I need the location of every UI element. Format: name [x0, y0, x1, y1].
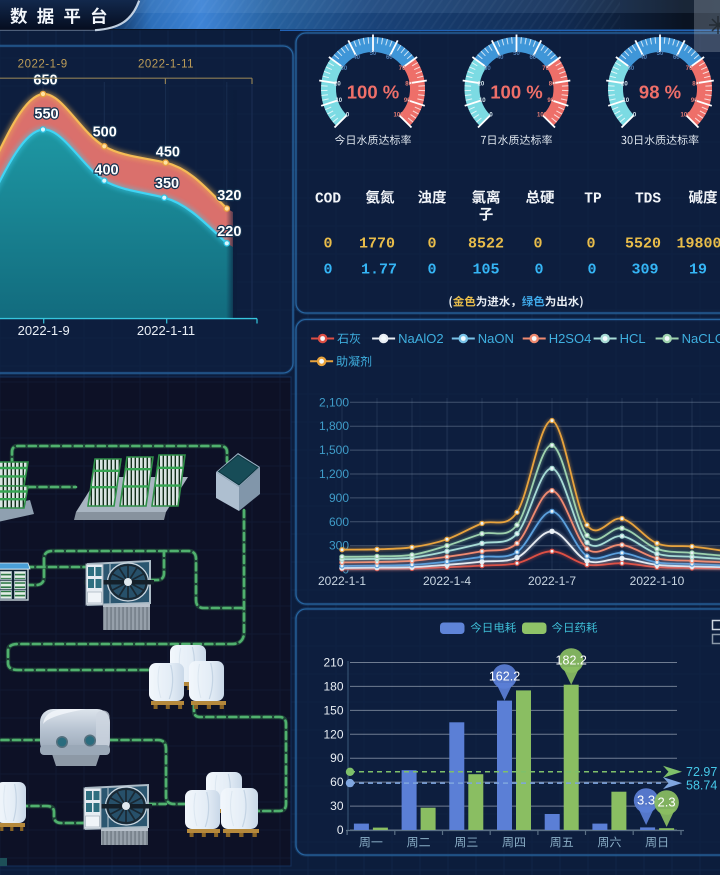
- svg-text:0: 0: [489, 113, 493, 119]
- svg-text:2022-1-10: 2022-1-10: [630, 574, 685, 588]
- svg-text:100 %: 100 %: [347, 82, 399, 103]
- svg-text:450: 450: [156, 145, 180, 161]
- svg-text:150: 150: [323, 703, 343, 717]
- svg-text:180: 180: [323, 679, 343, 693]
- svg-text:0: 0: [533, 236, 542, 253]
- svg-text:2,100: 2,100: [319, 395, 349, 409]
- svg-text:10: 10: [479, 98, 486, 104]
- svg-text:60: 60: [673, 55, 680, 61]
- svg-text:600: 600: [329, 515, 349, 529]
- svg-text:70: 70: [686, 66, 693, 72]
- svg-text:0: 0: [427, 262, 436, 279]
- svg-text:20: 20: [334, 82, 341, 88]
- svg-text:30: 30: [484, 66, 491, 72]
- svg-text:120: 120: [323, 727, 343, 741]
- svg-text:1770: 1770: [359, 236, 395, 253]
- svg-text:0: 0: [633, 113, 637, 119]
- svg-text:0: 0: [534, 262, 543, 279]
- svg-text:50: 50: [513, 51, 520, 57]
- svg-text:98 %: 98 %: [639, 82, 681, 103]
- svg-text:60: 60: [529, 55, 536, 61]
- svg-text:COD: COD: [315, 191, 341, 207]
- svg-text:550: 550: [34, 107, 58, 123]
- svg-text:HCL: HCL: [620, 331, 646, 346]
- svg-text:105: 105: [472, 262, 499, 279]
- svg-text:60: 60: [386, 55, 393, 61]
- svg-text:19: 19: [689, 262, 707, 279]
- svg-text:20: 20: [621, 82, 628, 88]
- svg-text:2022-1-11: 2022-1-11: [137, 323, 195, 338]
- svg-text:30: 30: [341, 66, 348, 72]
- svg-text:40: 40: [353, 55, 360, 61]
- svg-text:182.2: 182.2: [556, 653, 587, 667]
- svg-text:8522: 8522: [468, 236, 504, 253]
- svg-text:900: 900: [329, 491, 349, 505]
- svg-text:60: 60: [330, 775, 344, 789]
- svg-text:3.3: 3.3: [637, 792, 655, 807]
- svg-text:1.77: 1.77: [361, 262, 397, 279]
- svg-text:100: 100: [680, 113, 691, 119]
- svg-text:H2SO4: H2SO4: [549, 331, 592, 346]
- svg-text:2022-1-11: 2022-1-11: [138, 59, 194, 71]
- svg-text:220: 220: [217, 224, 241, 240]
- svg-text:80: 80: [405, 82, 412, 88]
- svg-text:40: 40: [497, 55, 504, 61]
- svg-text:10: 10: [335, 98, 342, 104]
- svg-text:90: 90: [547, 98, 554, 104]
- svg-text:NaON: NaON: [478, 331, 514, 346]
- svg-text:2.3: 2.3: [658, 794, 676, 809]
- svg-text:0: 0: [323, 262, 332, 279]
- svg-text:0: 0: [586, 236, 595, 253]
- svg-text:40: 40: [640, 55, 647, 61]
- svg-text:90: 90: [404, 98, 411, 104]
- svg-text:0: 0: [346, 113, 350, 119]
- svg-text:19800: 19800: [676, 236, 720, 253]
- svg-text:1,800: 1,800: [319, 419, 349, 433]
- svg-text:2022-1-1: 2022-1-1: [318, 574, 366, 588]
- svg-text:72.97: 72.97: [686, 765, 717, 779]
- svg-text:0: 0: [337, 823, 344, 837]
- svg-text:NaAlO2: NaAlO2: [398, 331, 444, 346]
- svg-text:100 %: 100 %: [490, 82, 542, 103]
- svg-text:1,500: 1,500: [319, 443, 349, 457]
- svg-text:0: 0: [587, 262, 596, 279]
- svg-text:20: 20: [478, 82, 485, 88]
- svg-text:650: 650: [33, 73, 57, 89]
- svg-text:500: 500: [93, 125, 117, 141]
- svg-text:TDS: TDS: [635, 191, 661, 207]
- svg-text:30: 30: [330, 799, 344, 813]
- svg-text:1,200: 1,200: [319, 467, 349, 481]
- svg-text:2022-1-4: 2022-1-4: [423, 574, 471, 588]
- svg-text:100: 100: [537, 113, 548, 119]
- svg-text:5520: 5520: [625, 236, 661, 253]
- svg-text:320: 320: [217, 188, 241, 204]
- svg-text:50: 50: [370, 51, 377, 57]
- svg-text:90: 90: [691, 98, 698, 104]
- svg-text:100: 100: [393, 113, 404, 119]
- svg-text:10: 10: [622, 98, 629, 104]
- svg-text:80: 80: [549, 82, 556, 88]
- svg-text:162.2: 162.2: [489, 669, 520, 683]
- svg-text:400: 400: [94, 163, 118, 179]
- svg-text:210: 210: [323, 656, 343, 670]
- svg-text:2022-1-7: 2022-1-7: [528, 574, 576, 588]
- svg-text:58.74: 58.74: [686, 779, 717, 793]
- svg-text:0: 0: [323, 236, 332, 253]
- svg-text:0: 0: [427, 236, 436, 253]
- svg-text:2022-1-9: 2022-1-9: [18, 59, 68, 71]
- svg-text:309: 309: [631, 262, 658, 279]
- svg-text:30: 30: [628, 66, 635, 72]
- svg-text:350: 350: [155, 176, 179, 192]
- svg-text:50: 50: [657, 51, 664, 57]
- svg-text:70: 70: [399, 66, 406, 72]
- svg-text:NaCLO: NaCLO: [682, 331, 720, 346]
- svg-text:90: 90: [330, 751, 344, 765]
- svg-text:2022-1-9: 2022-1-9: [18, 323, 70, 338]
- svg-text:80: 80: [692, 82, 699, 88]
- svg-text:70: 70: [542, 66, 549, 72]
- svg-text:TP: TP: [584, 191, 602, 207]
